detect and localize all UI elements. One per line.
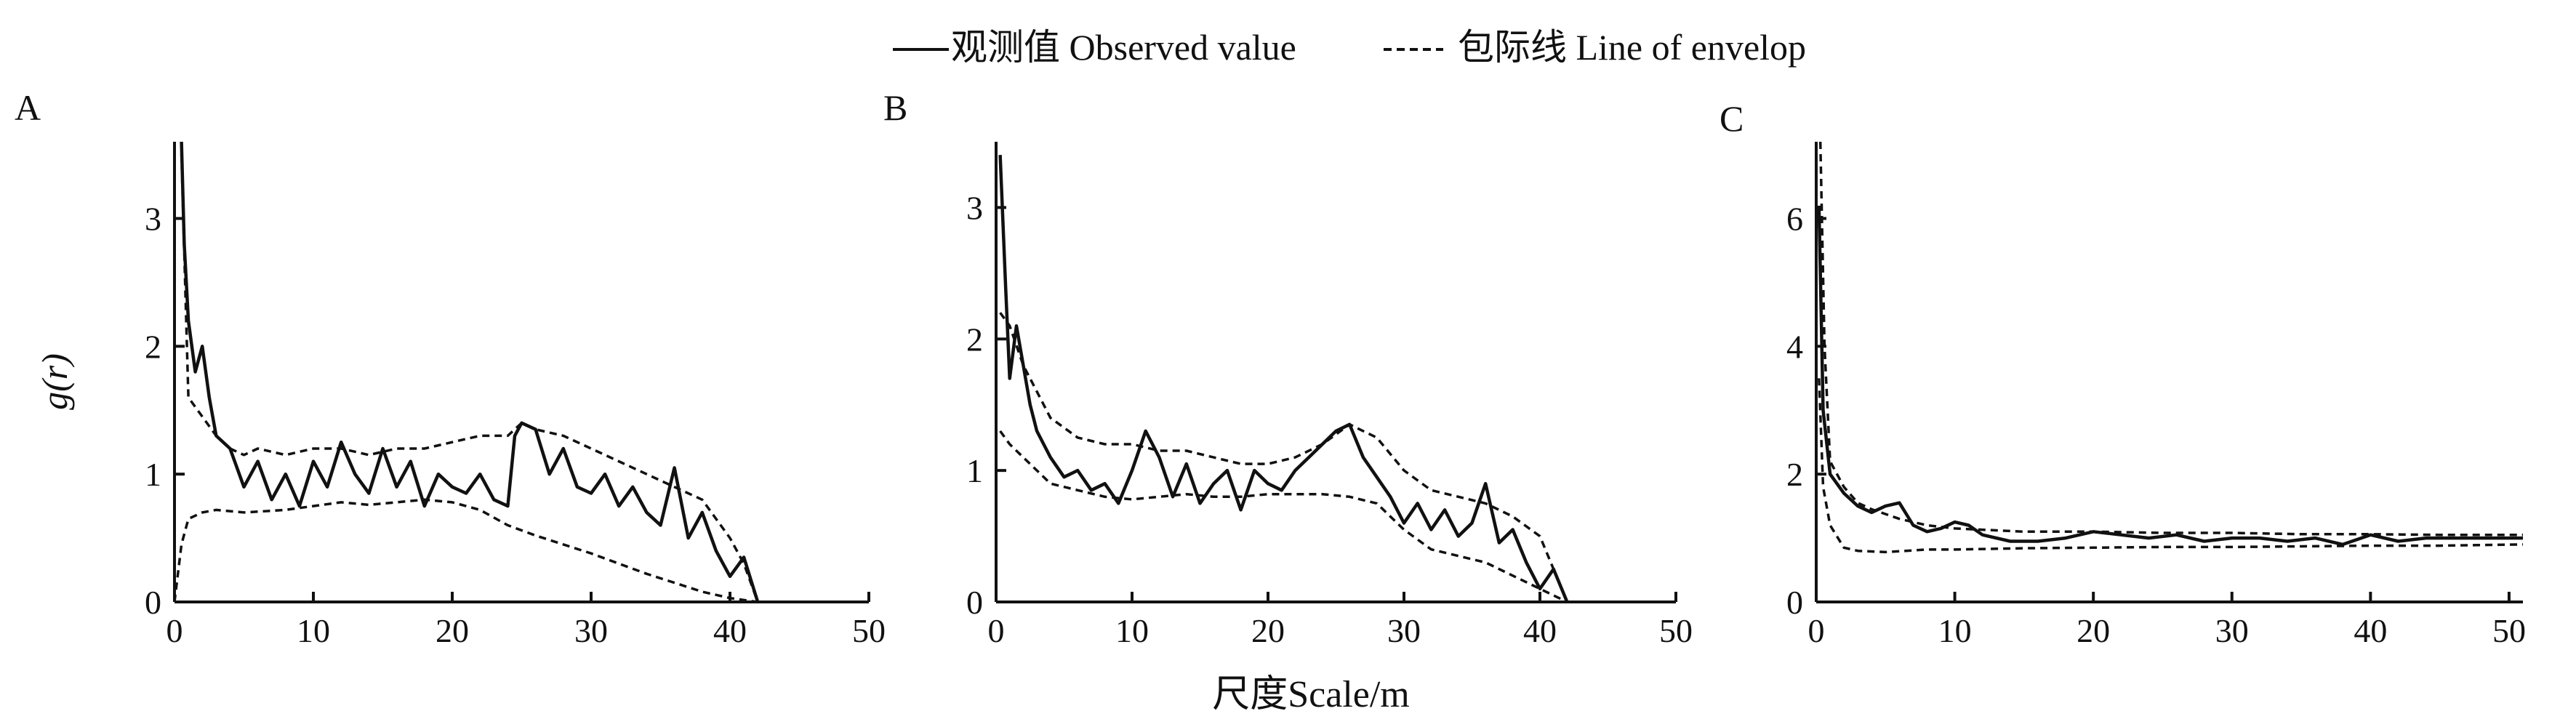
x-tick-label: 50 [2492,612,2526,649]
panel-label: C [1720,98,1744,139]
y-tick-label: 4 [1786,328,1803,365]
y-axis-label: g(r) [34,353,75,410]
legend-envelope-label: 包际线 Line of envelop [1458,27,1806,68]
y-tick-label: 0 [966,584,983,621]
envelope-line [999,430,1568,603]
x-tick-label: 10 [1115,612,1149,649]
x-tick-label: 50 [852,612,886,649]
x-tick-label: 30 [1387,612,1421,649]
y-tick-label: 2 [1786,456,1803,493]
x-axis-label: 尺度Scale/m [1212,674,1410,715]
x-tick-label: 40 [713,612,747,649]
x-tick-label: 30 [2215,612,2249,649]
y-tick-label: 3 [966,189,983,226]
y-tick-label: 1 [966,452,983,489]
envelope-line [999,312,1569,603]
envelope-line [180,154,759,603]
panel-b: B 0 10 20 30 40 50 0 1 2 3 [883,87,1693,649]
x-tick-label: 0 [166,612,183,649]
y-tick-label: 2 [145,328,161,365]
x-tick-label: 0 [1808,612,1825,649]
y-tick-label: 2 [966,321,983,358]
x-tick-label: 40 [2354,612,2387,649]
y-tick-label: 3 [145,201,161,238]
y-tick-label: 1 [145,456,161,493]
observed-value-line [1817,205,2523,547]
y-tick-label: 0 [145,584,161,621]
x-tick-label: 0 [988,612,1005,649]
panel-label: B [883,87,907,128]
envelope-line [1818,141,2523,537]
x-tick-label: 10 [1938,612,1972,649]
envelope-line [173,498,758,603]
envelope-line [1818,378,2524,554]
x-tick-label: 20 [1251,612,1285,649]
legend: 观测值 Observed value 包际线 Line of envelop [893,27,1806,68]
observed-value-line [998,155,1569,603]
observed-value-line [180,141,760,603]
panel-a: A 0 10 20 30 40 50 0 1 2 3 [15,87,886,649]
x-tick-label: 30 [574,612,608,649]
x-tick-label: 20 [436,612,469,649]
panel-c: C 0 10 20 30 40 50 0 2 4 6 [1720,98,2526,649]
x-tick-label: 10 [297,612,330,649]
y-tick-label: 6 [1786,201,1803,238]
y-tick-label: 0 [1786,584,1803,621]
x-tick-label: 50 [1659,612,1693,649]
legend-observed-label: 观测值 Observed value [951,27,1296,68]
x-tick-label: 40 [1523,612,1557,649]
panel-label: A [15,87,41,128]
x-tick-label: 20 [2077,612,2110,649]
